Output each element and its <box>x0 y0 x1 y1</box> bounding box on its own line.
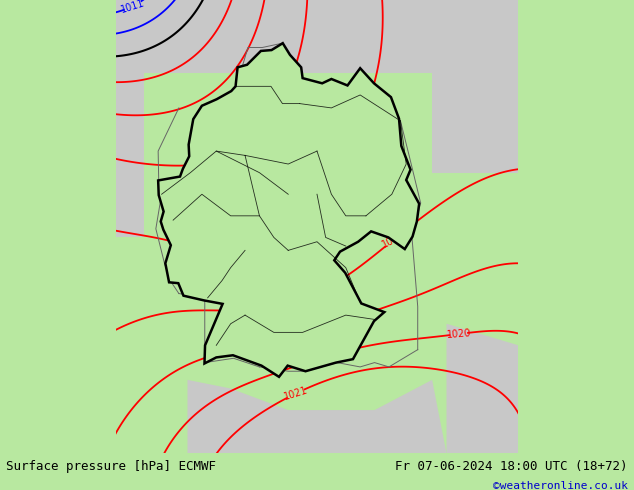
Polygon shape <box>188 380 446 453</box>
Text: ©weatheronline.co.uk: ©weatheronline.co.uk <box>493 481 628 490</box>
Polygon shape <box>115 0 145 238</box>
Text: 1016: 1016 <box>68 142 94 156</box>
Text: Surface pressure [hPa] ECMWF: Surface pressure [hPa] ECMWF <box>6 460 216 473</box>
Text: 1015: 1015 <box>82 104 108 118</box>
Text: 1011: 1011 <box>120 0 146 15</box>
Polygon shape <box>432 74 519 172</box>
Bar <box>115 0 519 74</box>
Text: 1018: 1018 <box>380 230 406 250</box>
Text: 1014: 1014 <box>60 70 86 83</box>
Text: Fr 07-06-2024 18:00 UTC (18+72): Fr 07-06-2024 18:00 UTC (18+72) <box>395 460 628 473</box>
Text: 1019: 1019 <box>353 306 378 321</box>
Text: 1012: 1012 <box>60 26 86 39</box>
Polygon shape <box>446 324 519 453</box>
Text: 1017: 1017 <box>327 167 348 194</box>
Text: 1021: 1021 <box>283 385 309 402</box>
Text: 1013: 1013 <box>68 49 94 61</box>
Text: 1020: 1020 <box>446 328 471 340</box>
Polygon shape <box>158 43 419 377</box>
